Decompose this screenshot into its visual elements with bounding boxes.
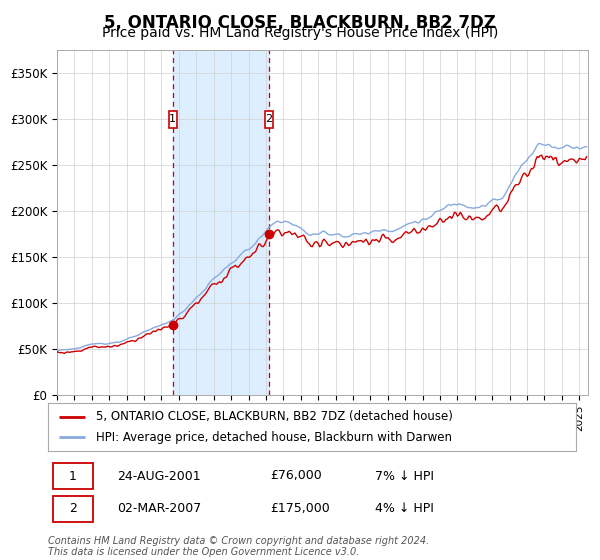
Text: Contains HM Land Registry data © Crown copyright and database right 2024.
This d: Contains HM Land Registry data © Crown c… [48, 535, 429, 557]
Text: 5, ONTARIO CLOSE, BLACKBURN, BB2 7DZ: 5, ONTARIO CLOSE, BLACKBURN, BB2 7DZ [104, 14, 496, 32]
Text: 2: 2 [265, 114, 272, 124]
Text: 5, ONTARIO CLOSE, BLACKBURN, BB2 7DZ (detached house): 5, ONTARIO CLOSE, BLACKBURN, BB2 7DZ (de… [95, 410, 452, 423]
FancyBboxPatch shape [169, 111, 176, 128]
Text: £175,000: £175,000 [270, 502, 329, 515]
Text: 1: 1 [69, 469, 77, 483]
Bar [173, 50, 269, 395]
Text: Price paid vs. HM Land Registry's House Price Index (HPI): Price paid vs. HM Land Registry's House … [102, 26, 498, 40]
Text: £76,000: £76,000 [270, 469, 322, 483]
Text: 02-MAR-2007: 02-MAR-2007 [116, 502, 201, 515]
FancyBboxPatch shape [265, 111, 273, 128]
Text: 24-AUG-2001: 24-AUG-2001 [116, 469, 200, 483]
FancyBboxPatch shape [53, 463, 93, 489]
Text: 2: 2 [69, 502, 77, 515]
Text: 7% ↓ HPI: 7% ↓ HPI [376, 469, 434, 483]
Text: 4% ↓ HPI: 4% ↓ HPI [376, 502, 434, 515]
FancyBboxPatch shape [53, 496, 93, 522]
Text: HPI: Average price, detached house, Blackburn with Darwen: HPI: Average price, detached house, Blac… [95, 431, 452, 444]
Text: 1: 1 [169, 114, 176, 124]
